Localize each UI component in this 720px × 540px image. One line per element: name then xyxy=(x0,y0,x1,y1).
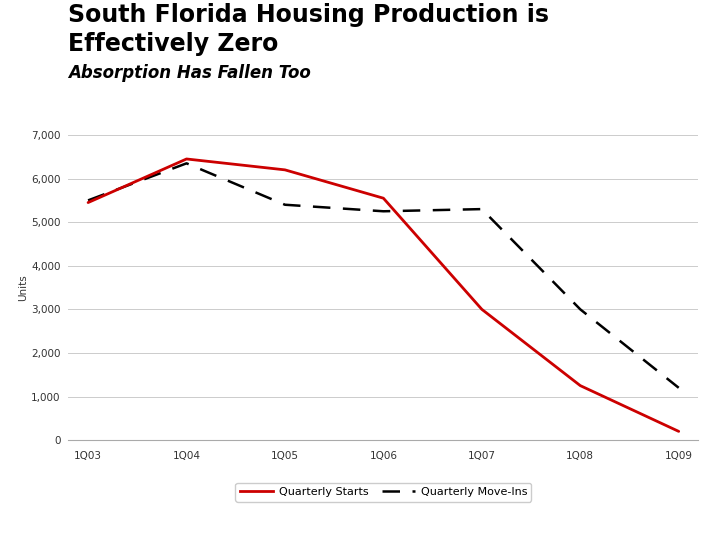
Legend: Quarterly Starts, Quarterly Move-Ins: Quarterly Starts, Quarterly Move-Ins xyxy=(235,483,531,502)
Y-axis label: Units: Units xyxy=(19,274,29,301)
Text: Absorption Has Fallen Too: Absorption Has Fallen Too xyxy=(68,64,311,82)
Text: Brad Hunter (561) 573-8351: Brad Hunter (561) 573-8351 xyxy=(467,510,654,523)
Text: South Florida Housing Production is: South Florida Housing Production is xyxy=(68,3,549,26)
Text: Metrostudy: Metrostudy xyxy=(390,510,457,523)
Text: Effectively Zero: Effectively Zero xyxy=(68,32,279,56)
